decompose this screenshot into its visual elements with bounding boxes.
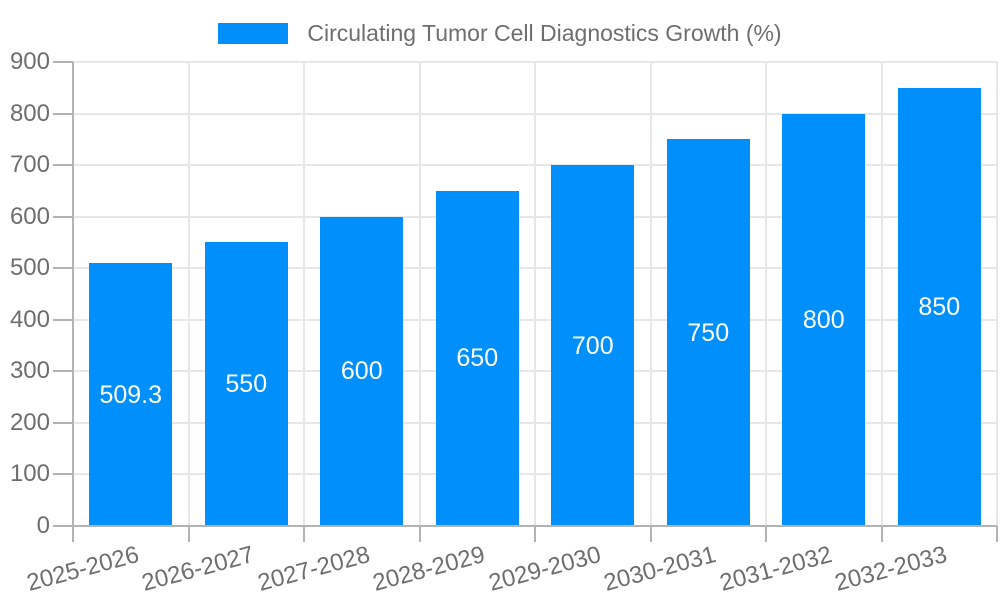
y-tick-label: 400 [9,305,50,333]
x-tick-label: 2029-2030 [485,541,604,597]
bar[interactable] [666,139,750,526]
x-tick-label: 2028-2029 [370,541,489,597]
y-axis-tick [53,61,73,63]
bar[interactable] [551,165,635,526]
x-axis-tick [303,526,305,542]
bar-value-label: 800 [802,305,845,334]
v-gridline [765,62,767,526]
x-axis-tick [187,526,190,542]
y-tick-label: 600 [9,202,50,230]
y-axis-tick [53,473,73,476]
bar[interactable] [897,87,981,526]
bar-value-label: 509.3 [99,380,163,409]
chart-legend[interactable]: Circulating Tumor Cell Diagnostics Growt… [0,21,1000,45]
v-gridline [303,62,305,526]
y-axis-tick [53,421,73,424]
x-axis-tick [880,526,883,542]
y-tick-label: 0 [36,512,50,539]
x-axis-tick [996,526,998,542]
legend-label: Circulating Tumor Cell Diagnostics Growt… [307,20,782,46]
x-tick-label: 2025-2026 [23,541,142,597]
y-tick-label: 800 [9,99,50,127]
y-tick-label: 100 [9,460,50,488]
y-axis-line [72,62,74,527]
x-axis-tick [72,526,74,542]
y-axis-tick [53,318,73,321]
y-axis-tick [53,215,73,218]
bar[interactable] [320,216,404,526]
bar-value-label: 700 [571,331,614,360]
y-tick-label: 700 [9,151,50,179]
x-tick-label: 2031-2032 [716,541,835,597]
y-tick-label: 900 [9,48,50,75]
v-gridline [996,62,998,526]
bar[interactable] [204,242,288,526]
v-gridline [187,62,190,526]
x-tick-label: 2026-2027 [139,541,258,597]
x-tick-label: 2027-2028 [254,541,373,597]
v-gridline [880,62,883,526]
v-gridline [534,62,536,526]
x-axis-line [66,525,997,527]
bar-value-label: 650 [456,344,499,373]
y-axis-tick [53,525,73,527]
v-gridline [418,62,421,526]
bar[interactable] [89,263,173,526]
y-tick-label: 200 [9,408,50,436]
bar-value-label: 750 [687,318,730,347]
y-axis-tick [53,267,73,270]
bar-value-label: 850 [918,292,961,321]
y-tick-label: 300 [9,357,50,385]
v-gridline [649,62,652,526]
y-tick-label: 500 [9,254,50,282]
x-tick-label: 2032-2033 [832,541,951,597]
bar[interactable] [782,113,866,526]
x-axis-tick [649,526,652,542]
bar[interactable] [435,190,519,526]
x-axis-tick [534,526,536,542]
x-axis-tick [418,526,421,542]
legend-swatch [218,22,289,44]
bar-value-label: 550 [225,370,268,399]
x-tick-label: 2030-2031 [601,541,720,597]
y-axis-tick [53,164,73,167]
x-axis-tick [765,526,767,542]
y-axis-tick [53,370,73,373]
bar-value-label: 600 [340,357,383,386]
y-axis-tick [53,112,73,115]
